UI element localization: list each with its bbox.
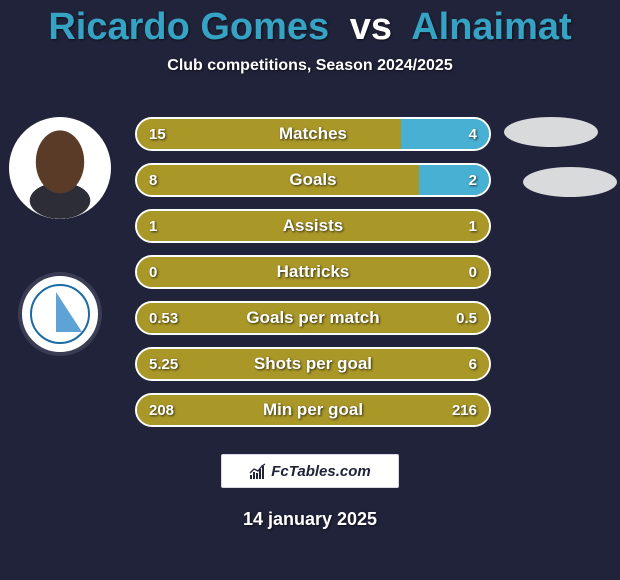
fctables-logo-icon — [249, 462, 267, 480]
stat-row: 11Assists — [135, 209, 491, 243]
subtitle: Club competitions, Season 2024/2025 — [0, 57, 620, 75]
club-sail-icon — [56, 292, 82, 332]
stat-bar-left — [137, 211, 489, 241]
stat-row: 208216Min per goal — [135, 393, 491, 427]
club-badge-inner — [28, 282, 92, 346]
stat-row: 154Matches — [135, 117, 491, 151]
stat-bar-left — [137, 303, 489, 333]
stat-bar-left — [137, 257, 489, 287]
stat-rows: 154Matches 82Goals 11Assists 00Hattricks 0.5… — [135, 117, 491, 439]
footer-date: 14 january 2025 — [0, 509, 620, 530]
club-badge — [18, 272, 102, 356]
title-player2: Alnaimat — [411, 6, 571, 48]
player-photo-icon — [9, 117, 111, 219]
player2-club-placeholder — [523, 167, 617, 197]
page-title: Ricardo Gomes vs Alnaimat — [0, 0, 620, 49]
stat-bar-left — [137, 119, 401, 149]
stat-row: 00Hattricks — [135, 255, 491, 289]
footer-badge: FcTables.com — [221, 454, 399, 488]
stat-bar-right — [401, 119, 489, 149]
stat-row: 5.256Shots per goal — [135, 347, 491, 381]
stat-row: 82Goals — [135, 163, 491, 197]
footer-brand: FcTables.com — [271, 463, 370, 480]
player1-avatar — [9, 117, 111, 219]
title-player1: Ricardo Gomes — [48, 6, 329, 48]
stat-bar-left — [137, 395, 489, 425]
stats-area: 154Matches 82Goals 11Assists 00Hattricks 0.5… — [0, 117, 620, 447]
player2-avatar-placeholder — [504, 117, 598, 147]
stat-bar-left — [137, 349, 489, 379]
stat-row: 0.530.5Goals per match — [135, 301, 491, 335]
stat-bar-right — [419, 165, 489, 195]
stat-bar-left — [137, 165, 419, 195]
title-vs: vs — [350, 6, 392, 48]
